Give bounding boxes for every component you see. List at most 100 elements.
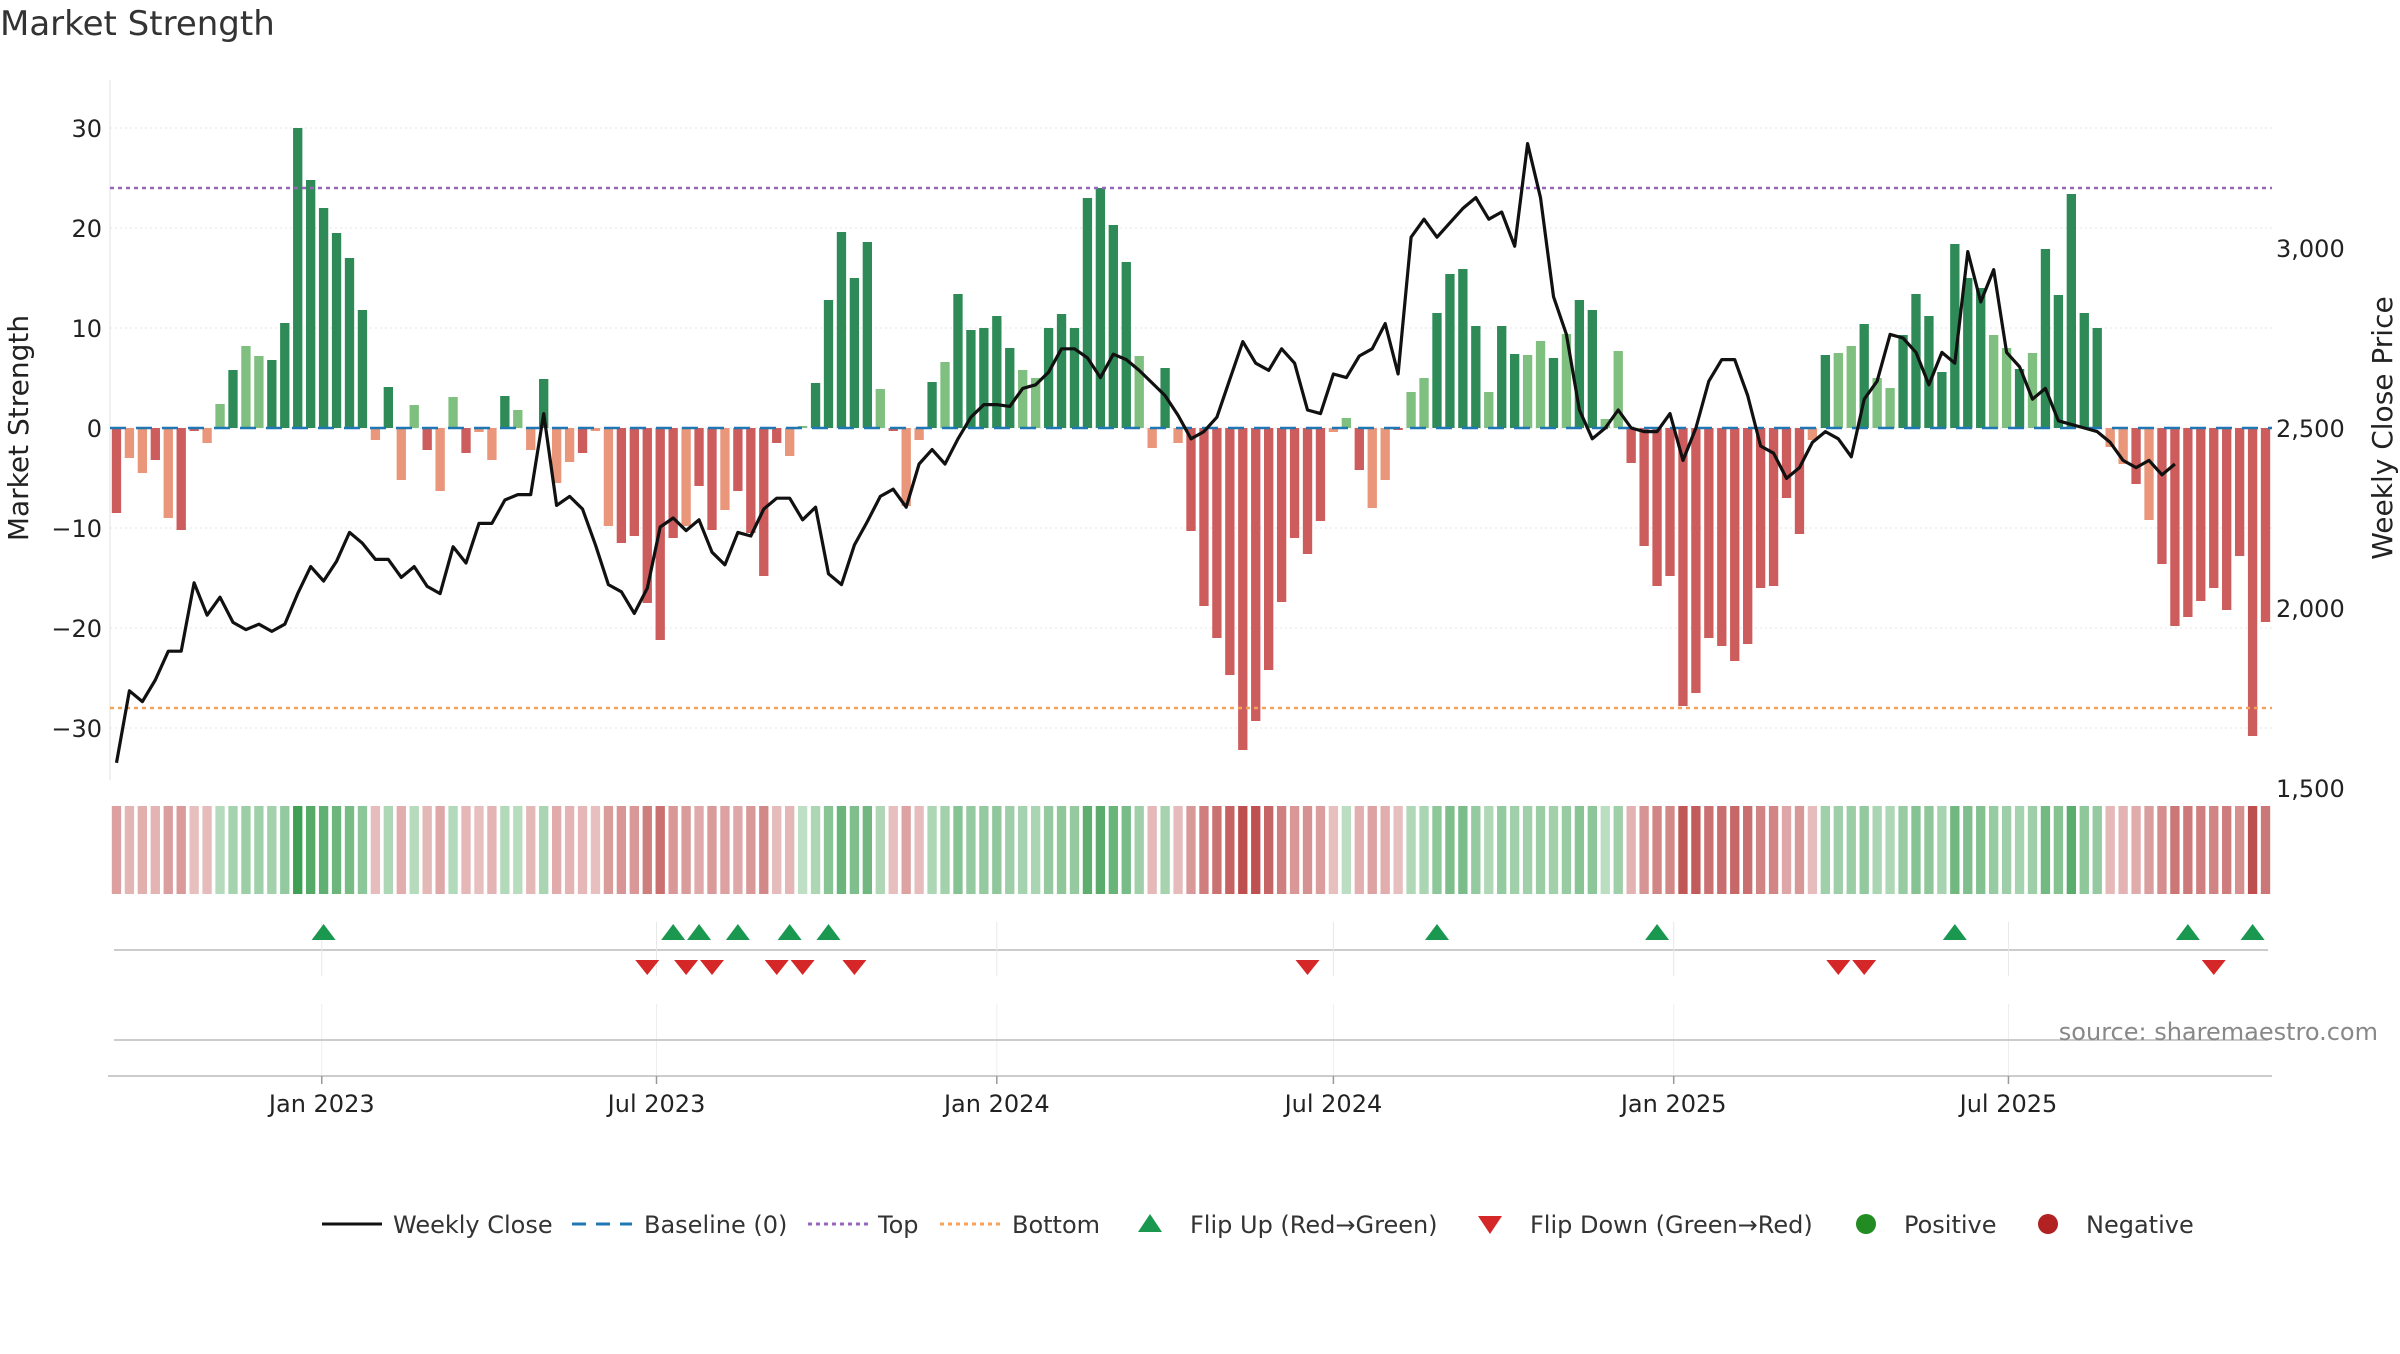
heat-strip-cell [1367,806,1377,894]
heat-strip-cell [1833,806,1843,894]
strength-bar [823,300,834,428]
y-right-tick-label: 2,000 [2276,595,2345,623]
legend-label: Positive [1904,1211,1997,1239]
strength-bar [927,382,937,428]
heat-strip-cell [1199,806,1209,894]
y-right-axis-title: Weekly Close Price [2366,296,2399,559]
heat-strip-cell [1225,806,1235,894]
strength-bar [474,428,484,432]
flip-up-marker [1645,924,1670,940]
heat-strip-cell [1509,806,1520,894]
heat-strip-cell [1354,806,1364,894]
strength-bar [357,310,368,428]
strength-bar [435,428,445,491]
heat-strip-cell [2170,806,2180,894]
strength-bar [1717,428,1727,646]
strength-bar [1043,328,1054,428]
flip-down-marker [790,960,815,975]
heat-strip-cell [2234,806,2245,894]
y-right-tick-label: 2,500 [2276,415,2345,443]
strength-bar [124,428,135,458]
strength-bar [1937,372,1947,428]
heat-strip-cell [1665,806,1675,894]
heat-strip-cell [551,806,562,894]
x-tick-label: Jul 2023 [606,1090,706,1118]
heat-strip-cell [1794,806,1805,894]
strength-bar [1691,428,1701,693]
strength-bar [1652,428,1662,586]
heat-strip-cell [875,806,885,894]
strength-bar [577,428,588,453]
heat-strip-cell [293,806,303,894]
strength-bar [306,180,316,428]
heat-strip-cell [344,806,355,894]
heat-strip-cell [1976,806,1986,894]
heat-strip-cell [603,806,614,894]
strength-bar [1807,428,1818,440]
x-tick-label: Jul 2024 [1283,1090,1383,1118]
strength-bar [2183,428,2193,617]
heat-strip-cell [1147,806,1157,894]
heat-strip-cell [1082,806,1093,894]
heat-strip-cell [1924,806,1934,894]
heat-strip-cell [202,806,212,894]
strength-bar [1781,428,1792,498]
strength-bar [2001,348,2012,428]
strength-bar [2170,428,2180,626]
strength-bar [1833,353,1843,428]
heat-strip-cell [357,806,368,894]
flip-panel [114,922,2268,976]
strength-bars [111,128,2271,750]
heat-strip-cell [1898,806,1908,894]
flip-up-marker [2175,924,2200,940]
strength-bar [862,242,873,428]
heat-strip-cell [2092,806,2102,894]
strength-bar [280,323,290,428]
flip-up-marker [1942,924,1967,940]
x-tick-label: Jan 2025 [1619,1090,1727,1118]
heat-strip-cell [1018,806,1028,894]
strength-bar [1794,428,1805,534]
strength-bar [1911,294,1921,428]
heat-strip-cell [1419,806,1429,894]
strength-bar [422,428,432,450]
strength-bar [564,428,575,462]
heat-strip-cell [1561,806,1572,894]
strength-bar [681,428,691,526]
legend-label: Bottom [1012,1211,1100,1239]
legend [322,1214,2058,1234]
heat-strip-cell [1108,806,1118,894]
heat-strip-cell [1963,806,1973,894]
heat-strip-cell [1522,806,1533,894]
heat-strip-cell [590,806,601,894]
strength-bar [668,428,678,538]
strength-bar [1704,428,1714,638]
strength-bar [1846,346,1856,428]
heat-strip-cell [1587,806,1597,894]
heat-strip-cell [1315,806,1326,894]
strength-bar [1199,428,1209,606]
heat-strip-cell [500,806,510,894]
heat-strip-cell [513,806,523,894]
heat-strip-cell [901,806,911,894]
heat-strip-cell [1885,806,1895,894]
strength-bar [2053,295,2064,428]
heat-strip-cell [655,806,665,894]
flip-up-marker [2240,924,2265,940]
heat-strip-cell [1043,806,1054,894]
strength-bar [318,208,329,428]
legend-swatch [1478,1216,1502,1234]
heat-strip-cell [577,806,588,894]
strength-bar [1820,355,1831,428]
strength-bar [810,383,821,428]
strength-bar [189,428,199,431]
strength-bar [1173,428,1183,443]
heat-strip-cell [2247,806,2258,894]
flip-up-marker [687,924,712,940]
flip-down-marker [764,960,789,975]
strength-bar [163,428,173,518]
strength-bar [1898,335,1908,428]
heat-strip-cell [1678,806,1688,894]
strength-bar [1419,378,1429,428]
strength-bar [1147,428,1157,448]
